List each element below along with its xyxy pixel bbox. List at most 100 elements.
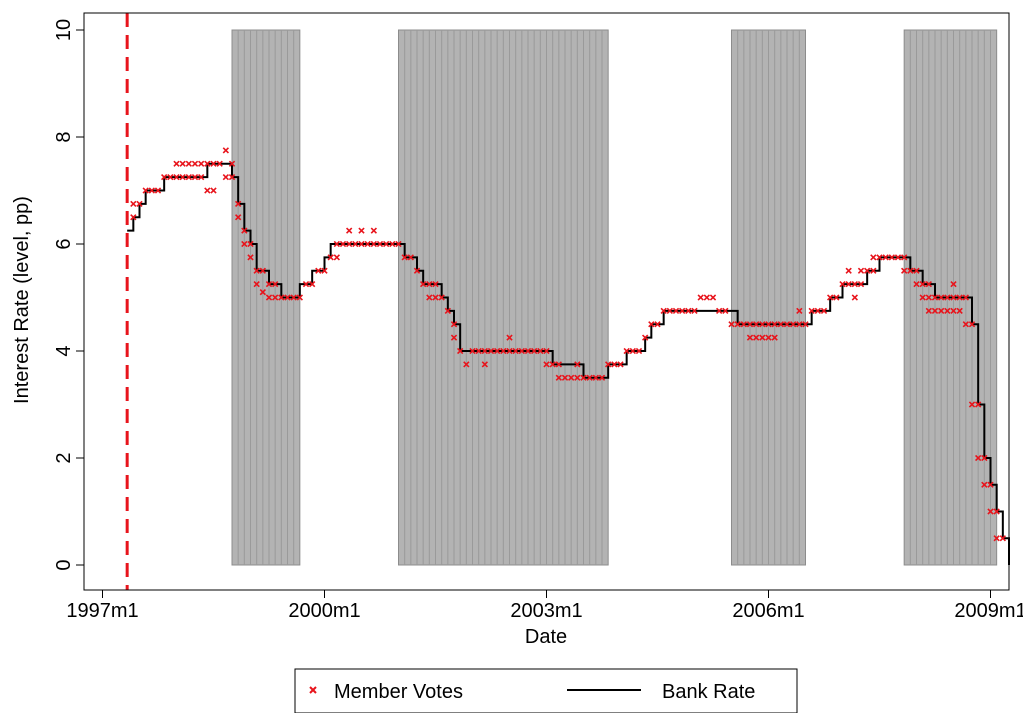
vote-marker (882, 254, 889, 261)
vote-marker (179, 160, 186, 167)
vote-marker (173, 173, 180, 181)
vote-marker (216, 160, 223, 167)
vote-marker (543, 361, 550, 368)
vote-marker (432, 294, 439, 301)
vote-marker (827, 294, 834, 301)
legend-box (294, 668, 798, 713)
vote-marker (531, 347, 538, 355)
vote-marker (605, 361, 612, 368)
vote-marker (290, 294, 297, 301)
vote-marker (161, 173, 168, 181)
vote-marker (790, 321, 797, 328)
y-axis: 0 2 4 6 8 10 (53, 19, 84, 571)
vote-marker (857, 280, 865, 288)
vote-marker (339, 240, 347, 248)
vote-marker (506, 334, 513, 341)
vote-marker (944, 294, 951, 301)
y-tick-label: 6 (53, 238, 75, 249)
vote-marker (463, 361, 470, 368)
vote-marker (259, 267, 266, 274)
vote-marker (450, 321, 458, 328)
vote-marker (845, 267, 852, 274)
shaded-periods (231, 29, 998, 566)
vote-marker (913, 267, 920, 274)
vote-marker (629, 347, 636, 355)
vote-marker (185, 173, 192, 181)
vote-marker (259, 288, 266, 296)
vote-marker (444, 307, 451, 315)
vote-marker (358, 227, 365, 234)
vote-marker (179, 173, 186, 181)
vote-marker (235, 214, 242, 221)
vote-marker (783, 321, 791, 328)
vote-marker (672, 307, 680, 315)
vote-marker (753, 321, 760, 328)
vote-marker (635, 347, 643, 355)
vote-marker (765, 334, 772, 341)
vote-marker (401, 254, 408, 261)
vote-marker (333, 254, 340, 261)
vote-marker (833, 294, 840, 301)
vote-marker (944, 307, 951, 315)
vote-marker (333, 240, 340, 248)
vote-marker (432, 280, 439, 288)
vote-marker (660, 307, 667, 315)
vote-marker (457, 347, 464, 355)
vote-marker (956, 294, 963, 301)
vote-marker (746, 334, 754, 341)
vote-marker (321, 267, 328, 274)
vote-marker (469, 347, 476, 355)
vote-marker (370, 227, 377, 234)
vote-marker (198, 160, 205, 167)
vote-marker (796, 307, 803, 315)
vote-marker (241, 227, 248, 234)
vote-marker (956, 307, 963, 315)
vote-marker (938, 307, 945, 315)
vote-marker (962, 321, 969, 328)
vote-marker (487, 347, 495, 355)
vote-marker (642, 334, 649, 341)
vote-marker (993, 508, 1000, 515)
vote-marker (931, 307, 939, 315)
vote-marker (346, 240, 353, 248)
vote-marker (845, 280, 852, 288)
y-tick-label: 4 (53, 345, 75, 356)
vote-marker (968, 321, 976, 328)
vote-marker (537, 347, 544, 355)
vote-marker (210, 187, 217, 194)
y-axis-title: Interest Rate (level, pp) (11, 196, 33, 404)
vote-marker (506, 347, 513, 355)
vote-marker (198, 173, 205, 181)
vote-marker (722, 307, 729, 315)
x-axis: 1997m1 2000m1 2003m1 2006m1 2009m1 (66, 590, 1023, 622)
vote-marker (888, 254, 895, 261)
vote-marker (228, 160, 236, 167)
vote-marker (185, 160, 192, 167)
vote-marker (648, 321, 655, 328)
vote-marker (925, 280, 932, 288)
vote-marker (154, 187, 162, 194)
shaded-period-3 (731, 29, 806, 566)
vote-marker (802, 321, 809, 328)
vote-marker (241, 240, 248, 248)
vote-marker (925, 307, 932, 315)
vote-marker (222, 147, 229, 154)
vote-marker (383, 240, 390, 248)
vote-marker (296, 294, 303, 301)
vote-marker (691, 307, 698, 315)
vote-marker (975, 454, 982, 462)
vote-marker (148, 187, 155, 194)
vote-marker (136, 200, 143, 208)
vote-marker (654, 321, 661, 328)
vote-marker (765, 321, 772, 328)
vote-marker (130, 214, 137, 221)
member-votes-series (130, 147, 1006, 542)
vote-marker (555, 361, 562, 368)
vote-marker (543, 347, 550, 355)
legend: Member Votes Bank Rate (294, 668, 798, 713)
vote-marker (494, 347, 501, 355)
vote-marker (315, 267, 322, 274)
vote-marker (376, 240, 384, 248)
vote-marker (586, 374, 593, 381)
legend-label-member-votes: Member Votes (334, 681, 463, 703)
